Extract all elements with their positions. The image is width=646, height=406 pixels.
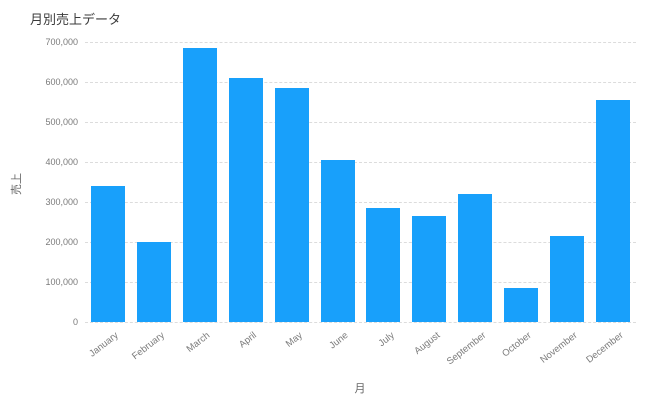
x-tick-label-october: October xyxy=(500,330,534,360)
bar-september[interactable] xyxy=(458,194,493,322)
x-tick-label-february: February xyxy=(129,330,167,363)
bar-may[interactable] xyxy=(274,88,309,322)
x-tick-label-august: August xyxy=(412,330,443,357)
gridline xyxy=(85,202,636,203)
gridline xyxy=(85,162,636,163)
x-tick-label-july: July xyxy=(376,330,397,350)
gridline xyxy=(85,282,636,283)
x-tick-label-may: May xyxy=(283,330,305,350)
y-tick-label: 200,000 xyxy=(45,237,78,247)
bar-june[interactable] xyxy=(320,160,355,322)
x-tick-label-september: September xyxy=(444,330,489,368)
x-tick-label-december: December xyxy=(584,330,626,366)
bar-march[interactable] xyxy=(182,48,217,322)
y-tick-label: 400,000 xyxy=(45,157,78,167)
gridline xyxy=(85,242,636,243)
gridline xyxy=(85,122,636,123)
bar-november[interactable] xyxy=(550,236,585,322)
bar-february[interactable] xyxy=(136,242,171,322)
y-tick-label: 100,000 xyxy=(45,277,78,287)
gridline xyxy=(85,82,636,83)
x-tick-label-june: June xyxy=(327,330,351,352)
x-tick-label-january: January xyxy=(87,330,121,360)
y-tick-label: 600,000 xyxy=(45,77,78,87)
gridline xyxy=(85,42,636,43)
x-axis-title: 月 xyxy=(354,383,366,395)
bar-january[interactable] xyxy=(90,186,125,322)
gridline xyxy=(85,322,636,323)
bar-october[interactable] xyxy=(504,288,539,322)
chart-title: 月別売上データ xyxy=(30,12,122,27)
bar-december[interactable] xyxy=(596,100,631,322)
x-tick-label-march: March xyxy=(184,330,213,355)
bar-august[interactable] xyxy=(412,216,447,322)
y-axis-title: 売上 xyxy=(11,173,23,195)
x-tick-label-november: November xyxy=(538,330,580,366)
y-tick-label: 0 xyxy=(72,317,78,327)
x-tick-label-april: April xyxy=(236,330,259,351)
bar-april[interactable] xyxy=(228,78,263,322)
y-tick-label: 700,000 xyxy=(45,37,78,47)
y-tick-label: 300,000 xyxy=(45,197,78,207)
bar-july[interactable] xyxy=(366,208,401,322)
y-tick-label: 500,000 xyxy=(45,117,78,127)
